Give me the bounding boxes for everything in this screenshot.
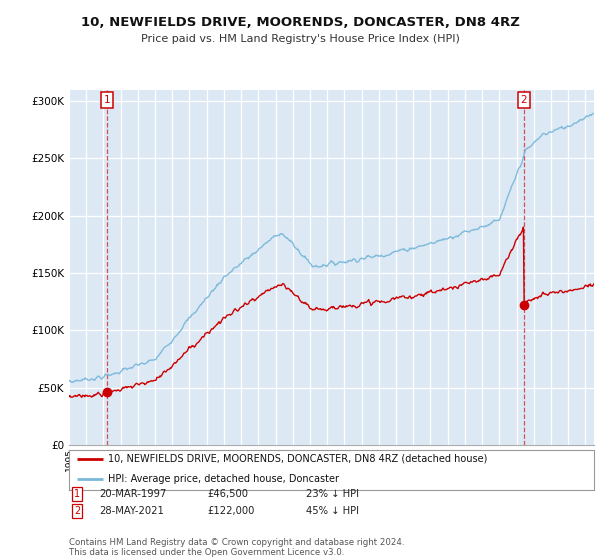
Text: Price paid vs. HM Land Registry's House Price Index (HPI): Price paid vs. HM Land Registry's House … bbox=[140, 34, 460, 44]
Text: 1: 1 bbox=[104, 95, 110, 105]
Text: 23% ↓ HPI: 23% ↓ HPI bbox=[306, 489, 359, 499]
Text: 2: 2 bbox=[74, 506, 80, 516]
Text: £122,000: £122,000 bbox=[207, 506, 254, 516]
Text: Contains HM Land Registry data © Crown copyright and database right 2024.
This d: Contains HM Land Registry data © Crown c… bbox=[69, 538, 404, 557]
Text: 28-MAY-2021: 28-MAY-2021 bbox=[99, 506, 164, 516]
Text: 10, NEWFIELDS DRIVE, MOORENDS, DONCASTER, DN8 4RZ: 10, NEWFIELDS DRIVE, MOORENDS, DONCASTER… bbox=[80, 16, 520, 29]
Text: 20-MAR-1997: 20-MAR-1997 bbox=[99, 489, 166, 499]
Text: HPI: Average price, detached house, Doncaster: HPI: Average price, detached house, Donc… bbox=[109, 474, 340, 484]
Text: 45% ↓ HPI: 45% ↓ HPI bbox=[306, 506, 359, 516]
Text: 2: 2 bbox=[520, 95, 527, 105]
Text: 1: 1 bbox=[74, 489, 80, 499]
Text: 10, NEWFIELDS DRIVE, MOORENDS, DONCASTER, DN8 4RZ (detached house): 10, NEWFIELDS DRIVE, MOORENDS, DONCASTER… bbox=[109, 454, 488, 464]
Text: £46,500: £46,500 bbox=[207, 489, 248, 499]
